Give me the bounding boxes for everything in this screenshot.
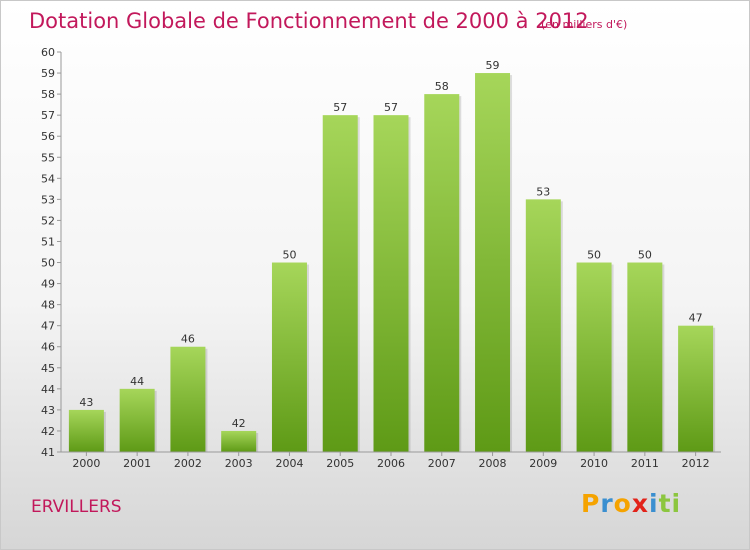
bars: 43 44 46 42 50 57 57 58 59 53 50 50 47 [68, 59, 716, 453]
x-axis: 2000 2001 2002 2003 2004 2005 2006 2007 2008 2009… [61, 451, 721, 470]
bar-value-label: 46 [181, 333, 195, 346]
bar-2011 [627, 262, 663, 452]
bar-2007 [424, 94, 460, 453]
chart-subtitle: (en milliers d'€) [541, 18, 628, 31]
logo-letter: i [649, 489, 659, 518]
bar-2005 [322, 115, 358, 452]
x-tick-label: 2003 [225, 457, 253, 470]
y-tick-label: 44 [41, 383, 55, 396]
y-tick-label: 53 [41, 193, 55, 206]
logo-letter: r [600, 489, 614, 518]
x-tick-label: 2006 [377, 457, 405, 470]
bar-value-label: 59 [486, 59, 500, 72]
y-axis: 41 42 43 44 45 46 47 48 49 50 51 52 53 54 55 56 57 58 59 60 [41, 46, 62, 459]
logo-letter: P [581, 489, 601, 518]
bar-2002 [170, 346, 206, 452]
bar-2012 [678, 325, 714, 452]
y-tick-label: 54 [41, 172, 55, 185]
bar-value-label: 42 [232, 417, 246, 430]
bar-value-label: 50 [638, 249, 652, 262]
y-tick-label: 55 [41, 151, 55, 164]
proxiti-logo[interactable]: Proxiti [581, 489, 681, 518]
y-tick-label: 57 [41, 109, 55, 122]
x-tick-label: 2000 [72, 457, 100, 470]
x-tick-label: 2010 [580, 457, 608, 470]
bar-value-label: 44 [130, 375, 144, 388]
x-tick-label: 2008 [479, 457, 507, 470]
y-tick-label: 59 [41, 67, 55, 80]
bar-2003 [221, 430, 257, 452]
logo-letter: x [631, 489, 649, 518]
y-tick-label: 42 [41, 425, 55, 438]
bar-value-label: 43 [79, 396, 93, 409]
y-tick-label: 50 [41, 257, 55, 270]
bar-value-label: 58 [435, 80, 449, 93]
y-tick-label: 56 [41, 130, 55, 143]
x-tick-label: 2011 [631, 457, 659, 470]
bar-2000 [68, 409, 104, 452]
bar-value-label: 57 [333, 101, 347, 114]
x-tick-label: 2004 [275, 457, 303, 470]
x-tick-label: 2012 [682, 457, 710, 470]
y-tick-label: 46 [41, 341, 55, 354]
x-tick-label: 2007 [428, 457, 456, 470]
y-tick-label: 47 [41, 320, 55, 333]
bar-value-label: 47 [689, 312, 703, 325]
logo-letter: t [658, 489, 672, 518]
y-tick-label: 43 [41, 404, 55, 417]
bar-value-label: 57 [384, 101, 398, 114]
y-tick-label: 58 [41, 88, 55, 101]
chart-title: Dotation Globale de Fonctionnement de 20… [29, 9, 589, 33]
y-tick-label: 60 [41, 46, 55, 59]
bar-2009 [525, 199, 561, 452]
bar-value-label: 50 [282, 249, 296, 262]
x-tick-label: 2005 [326, 457, 354, 470]
logo-letter: o [613, 489, 632, 518]
x-tick-label: 2009 [529, 457, 557, 470]
y-tick-label: 49 [41, 278, 55, 291]
x-tick-label: 2002 [174, 457, 202, 470]
bar-2006 [373, 115, 409, 452]
bar-value-label: 50 [587, 249, 601, 262]
bar-2001 [119, 388, 155, 452]
y-tick-label: 48 [41, 299, 55, 312]
bar-2008 [475, 73, 511, 452]
y-tick-label: 45 [41, 362, 55, 375]
bar-2004 [271, 262, 307, 452]
y-tick-label: 52 [41, 214, 55, 227]
bar-2010 [576, 262, 612, 452]
y-tick-label: 41 [41, 446, 55, 459]
x-tick-label: 2001 [123, 457, 151, 470]
logo-letter: i [671, 489, 682, 518]
bar-value-label: 53 [536, 185, 550, 198]
commune-name: ERVILLERS [31, 497, 122, 517]
y-tick-label: 51 [41, 235, 55, 248]
